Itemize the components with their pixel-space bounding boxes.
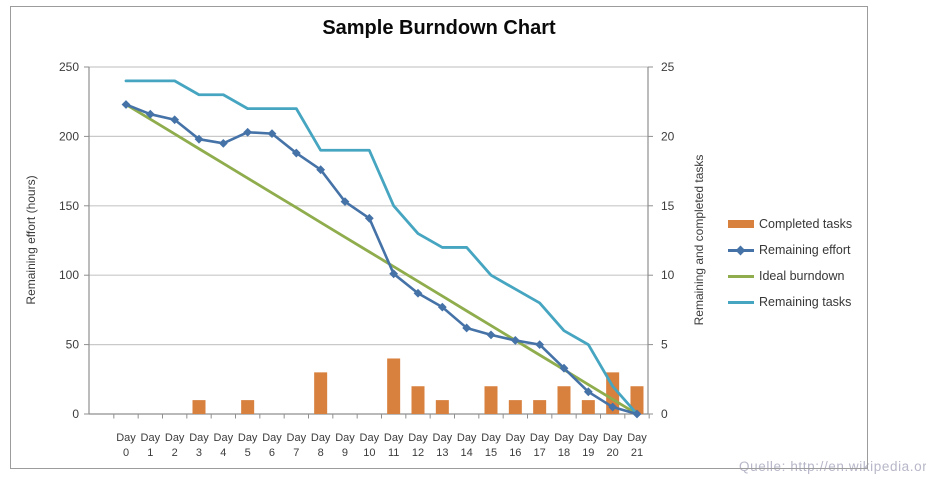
legend-item-ideal-burndown: Ideal burndown xyxy=(728,263,852,289)
svg-text:Day: Day xyxy=(141,432,161,444)
svg-text:Day: Day xyxy=(335,432,355,444)
svg-text:1: 1 xyxy=(147,447,153,459)
chart-title: Sample Burndown Chart xyxy=(322,17,556,39)
svg-text:8: 8 xyxy=(318,447,324,459)
series-remaining-effort-line xyxy=(121,100,642,419)
svg-text:Day: Day xyxy=(360,432,380,444)
svg-text:18: 18 xyxy=(558,447,570,459)
svg-text:15: 15 xyxy=(485,447,497,459)
svg-text:Day: Day xyxy=(238,432,258,444)
gridlines xyxy=(89,66,648,415)
legend-label: Ideal burndown xyxy=(759,269,845,283)
svg-text:0: 0 xyxy=(661,407,668,421)
svg-text:Day: Day xyxy=(481,432,501,444)
legend-label: Completed tasks xyxy=(759,217,853,231)
svg-text:Day: Day xyxy=(506,432,526,444)
x-axis-labels: Day 0 Day 1 Day 2 Day 3 Day 4 Day 5 Day 6 Day 7 Day 8 Day 9… xyxy=(116,432,647,459)
svg-text:5: 5 xyxy=(661,338,668,352)
svg-text:Day: Day xyxy=(530,432,550,444)
svg-text:3: 3 xyxy=(196,447,202,459)
svg-text:Day: Day xyxy=(554,432,574,444)
svg-text:50: 50 xyxy=(66,338,80,352)
svg-text:7: 7 xyxy=(293,447,299,459)
legend-label: Remaining effort xyxy=(759,243,851,257)
series-remaining-tasks-line xyxy=(124,79,639,416)
svg-text:Day: Day xyxy=(627,432,647,444)
svg-text:0: 0 xyxy=(72,407,79,421)
legend-line-swatch xyxy=(728,300,754,304)
svg-text:Day: Day xyxy=(457,432,477,444)
svg-text:5: 5 xyxy=(245,447,251,459)
svg-text:150: 150 xyxy=(59,199,79,213)
svg-text:12: 12 xyxy=(412,447,424,459)
svg-text:25: 25 xyxy=(661,60,675,74)
right-axis-title: Remaining and completed tasks xyxy=(692,154,706,326)
svg-text:Day: Day xyxy=(408,432,428,444)
y-axis-left-ticks: 0 50 100 150 200 250 xyxy=(59,60,89,421)
legend: Completed tasks Remaining effort Ideal bur… xyxy=(728,211,852,315)
svg-text:19: 19 xyxy=(582,447,594,459)
svg-text:9: 9 xyxy=(342,447,348,459)
svg-text:21: 21 xyxy=(631,447,643,459)
svg-text:Day: Day xyxy=(287,432,307,444)
legend-diamond-marker-icon xyxy=(735,245,746,255)
x-axis-ticks xyxy=(113,414,650,419)
svg-text:Day: Day xyxy=(189,432,209,444)
legend-label: Remaining tasks xyxy=(759,295,852,309)
svg-text:Day: Day xyxy=(311,432,331,444)
legend-line-swatch xyxy=(728,245,754,255)
series-completed-tasks-bars xyxy=(192,358,644,414)
svg-text:200: 200 xyxy=(59,129,79,143)
svg-text:10: 10 xyxy=(661,268,675,282)
svg-text:2: 2 xyxy=(172,447,178,459)
svg-text:10: 10 xyxy=(363,447,375,459)
svg-text:20: 20 xyxy=(607,447,619,459)
svg-text:Day: Day xyxy=(116,432,136,444)
svg-text:Day: Day xyxy=(579,432,599,444)
legend-item-remaining-effort: Remaining effort xyxy=(728,237,852,263)
watermark-source: Quelle: http://en.wikipedia.org xyxy=(739,459,926,474)
series-ideal-burndown-line xyxy=(124,103,639,416)
svg-text:100: 100 xyxy=(59,268,79,282)
svg-text:20: 20 xyxy=(661,129,675,143)
legend-bar-swatch xyxy=(728,220,754,228)
svg-text:14: 14 xyxy=(461,447,473,459)
svg-text:4: 4 xyxy=(220,447,226,459)
svg-text:Day: Day xyxy=(165,432,185,444)
svg-text:Day: Day xyxy=(603,432,623,444)
axes xyxy=(88,67,649,414)
left-axis-title: Remaining effort (hours) xyxy=(24,175,38,305)
svg-text:Day: Day xyxy=(384,432,404,444)
svg-text:6: 6 xyxy=(269,447,275,459)
svg-text:0: 0 xyxy=(123,447,129,459)
y-axis-right-ticks: 0 5 10 15 20 25 xyxy=(648,60,675,421)
legend-item-completed-tasks: Completed tasks xyxy=(728,211,852,237)
svg-text:Day: Day xyxy=(262,432,282,444)
legend-line-swatch xyxy=(728,274,754,278)
svg-text:Day: Day xyxy=(214,432,234,444)
svg-text:17: 17 xyxy=(534,447,546,459)
svg-text:250: 250 xyxy=(59,60,79,74)
svg-text:11: 11 xyxy=(388,447,399,459)
svg-text:16: 16 xyxy=(509,447,521,459)
svg-text:13: 13 xyxy=(436,447,448,459)
svg-text:15: 15 xyxy=(661,199,675,213)
svg-text:Day: Day xyxy=(433,432,453,444)
legend-item-remaining-tasks: Remaining tasks xyxy=(728,289,852,315)
